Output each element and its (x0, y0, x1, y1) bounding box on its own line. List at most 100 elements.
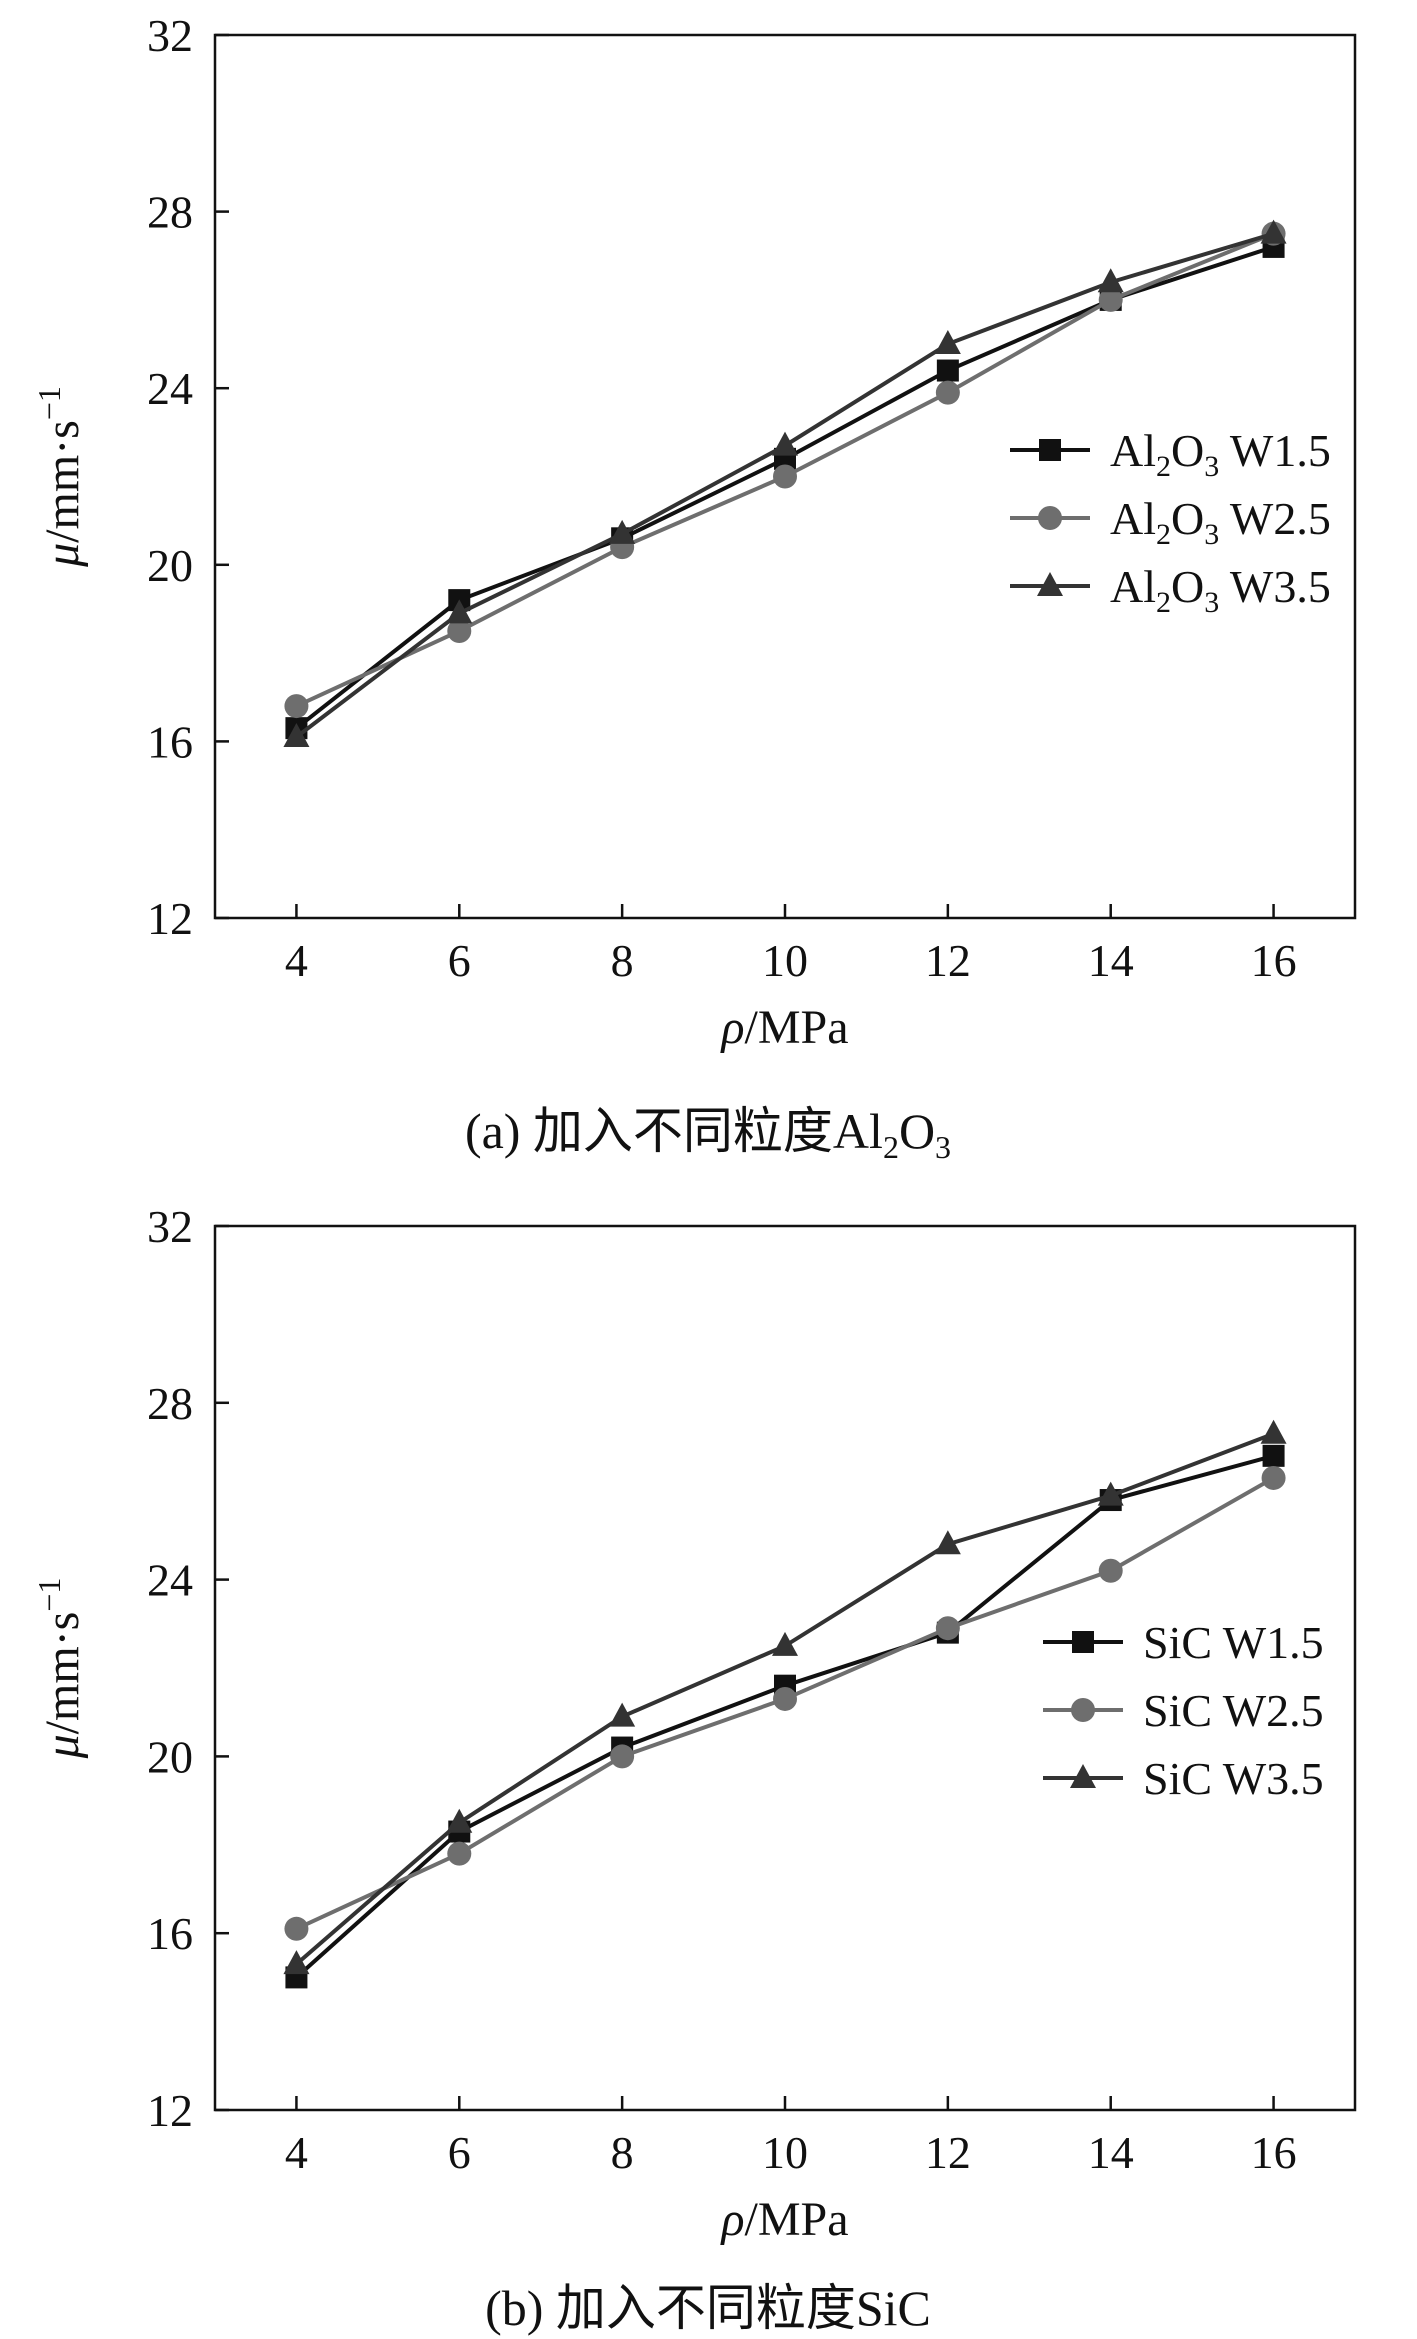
y-tick-label: 28 (147, 1378, 193, 1429)
x-tick-label: 4 (285, 935, 308, 986)
x-axis-label: ρ/MPa (719, 2193, 848, 2246)
x-axis-symbol: ρ (719, 2193, 744, 2246)
data-point-circle (610, 1744, 635, 1769)
data-point-triangle (1260, 219, 1287, 244)
data-point-triangle (446, 1808, 473, 1833)
x-tick-label: 12 (925, 935, 971, 986)
y-tick-label: 24 (147, 363, 193, 414)
data-point-triangle (283, 722, 310, 747)
legend-text: O (1171, 425, 1204, 476)
y-axis-superscript: −1 (31, 386, 67, 420)
legend-subscript: 2 (1156, 586, 1171, 619)
caption-text: O (899, 1103, 935, 1159)
legend-label: SiC W1.5 (1143, 1617, 1324, 1668)
legend-marker (1072, 1631, 1094, 1653)
x-axis-unit: /MPa (745, 1001, 849, 1054)
legend-text: Al (1110, 425, 1156, 476)
y-tick-label: 16 (147, 716, 193, 767)
y-axis-unit: /mm·s (36, 1612, 89, 1735)
data-point-circle (935, 1616, 960, 1641)
data-point-circle (447, 619, 472, 644)
x-tick-label: 16 (1251, 935, 1297, 986)
caption-subscript: 3 (935, 1129, 951, 1165)
figure-caption: (b) 加入不同粒度SiC (485, 2280, 931, 2336)
y-tick-label: 12 (147, 893, 193, 944)
legend-text: Al (1110, 493, 1156, 544)
y-tick-label: 32 (147, 1201, 193, 1252)
legend-marker (1071, 1698, 1095, 1722)
x-axis-label: ρ/MPa (719, 1001, 848, 1054)
data-point-triangle (609, 519, 636, 544)
data-point-triangle (772, 431, 798, 456)
data-point-square (1262, 1444, 1285, 1467)
data-point-triangle (609, 1702, 636, 1727)
y-tick-label: 24 (147, 1555, 193, 1606)
legend-subscript: 2 (1156, 450, 1171, 483)
y-axis-symbol: μ (36, 543, 89, 568)
y-tick-label: 28 (147, 187, 193, 238)
data-point-square (936, 359, 959, 382)
figure-caption: (a) 加入不同粒度Al2O3 (465, 1103, 951, 1165)
legend-marker (1070, 1764, 1096, 1788)
legend-label: Al2O3 W3.5 (1110, 561, 1331, 619)
y-tick-label: 12 (147, 2085, 193, 2136)
legend-label: SiC W2.5 (1143, 1685, 1324, 1736)
x-tick-label: 10 (762, 935, 808, 986)
data-point-circle (447, 1841, 472, 1866)
data-point-triangle (1097, 268, 1124, 293)
legend-marker (1037, 572, 1063, 596)
legend-text: W1.5 (1219, 425, 1331, 476)
data-point-circle (284, 694, 309, 719)
x-axis-symbol: ρ (719, 1001, 744, 1054)
legend-subscript: 3 (1204, 518, 1219, 551)
y-axis-symbol: μ (36, 1734, 89, 1759)
series-line-1 (295, 1453, 1275, 1979)
legend-text: O (1171, 561, 1204, 612)
legend-subscript: 2 (1156, 518, 1171, 551)
y-tick-label: 32 (147, 10, 193, 61)
data-point-triangle (1097, 1481, 1124, 1506)
plot-frame (213, 1224, 1357, 2112)
data-point-circle (1098, 287, 1123, 312)
x-tick-label: 8 (611, 935, 634, 986)
data-point-circle (773, 464, 797, 489)
legend-text: O (1171, 493, 1204, 544)
legend-text: W2.5 (1219, 493, 1331, 544)
x-axis-unit: /MPa (745, 2193, 849, 2246)
legend-marker (1039, 439, 1061, 461)
legend-marker (1038, 506, 1062, 530)
x-tick-label: 14 (1088, 935, 1134, 986)
data-point-circle (284, 1916, 309, 1941)
legend-subscript: 3 (1204, 450, 1219, 483)
x-tick-label: 16 (1251, 2127, 1297, 2178)
data-point-circle (773, 1686, 797, 1711)
x-tick-label: 6 (448, 2127, 471, 2178)
data-point-circle (1098, 1558, 1123, 1583)
legend-text: Al (1110, 561, 1156, 612)
caption-subscript: 2 (883, 1129, 899, 1165)
y-axis-unit: /mm·s (36, 420, 89, 543)
data-point-triangle (772, 1631, 798, 1656)
caption-text: (a) 加入不同粒度Al (465, 1103, 883, 1159)
legend-text: SiC W2.5 (1143, 1685, 1324, 1736)
data-point-triangle (283, 1950, 310, 1975)
y-tick-label: 20 (147, 540, 193, 591)
legend-subscript: 3 (1204, 586, 1219, 619)
y-tick-label: 20 (147, 1731, 193, 1782)
data-point-triangle (934, 330, 961, 355)
legend-label: Al2O3 W2.5 (1110, 493, 1331, 551)
legend-text: SiC W1.5 (1143, 1617, 1324, 1668)
chart-panel-b: 12 16 20 24 28 32 4 6 8 10 12 14 16 ρ/MPa μ/mm·s−1 SiC … (31, 1201, 1357, 2336)
y-tick-label: 16 (147, 1908, 193, 1959)
y-axis-superscript: −1 (31, 1578, 67, 1612)
data-point-circle (935, 380, 960, 405)
data-point-circle (1261, 1465, 1286, 1490)
y-axis-label: μ/mm·s−1 (31, 1578, 89, 1760)
x-tick-label: 6 (448, 935, 471, 986)
x-tick-label: 12 (925, 2127, 971, 2178)
x-tick-label: 4 (285, 2127, 308, 2178)
legend-label: Al2O3 W1.5 (1110, 425, 1331, 483)
x-tick-label: 8 (611, 2127, 634, 2178)
